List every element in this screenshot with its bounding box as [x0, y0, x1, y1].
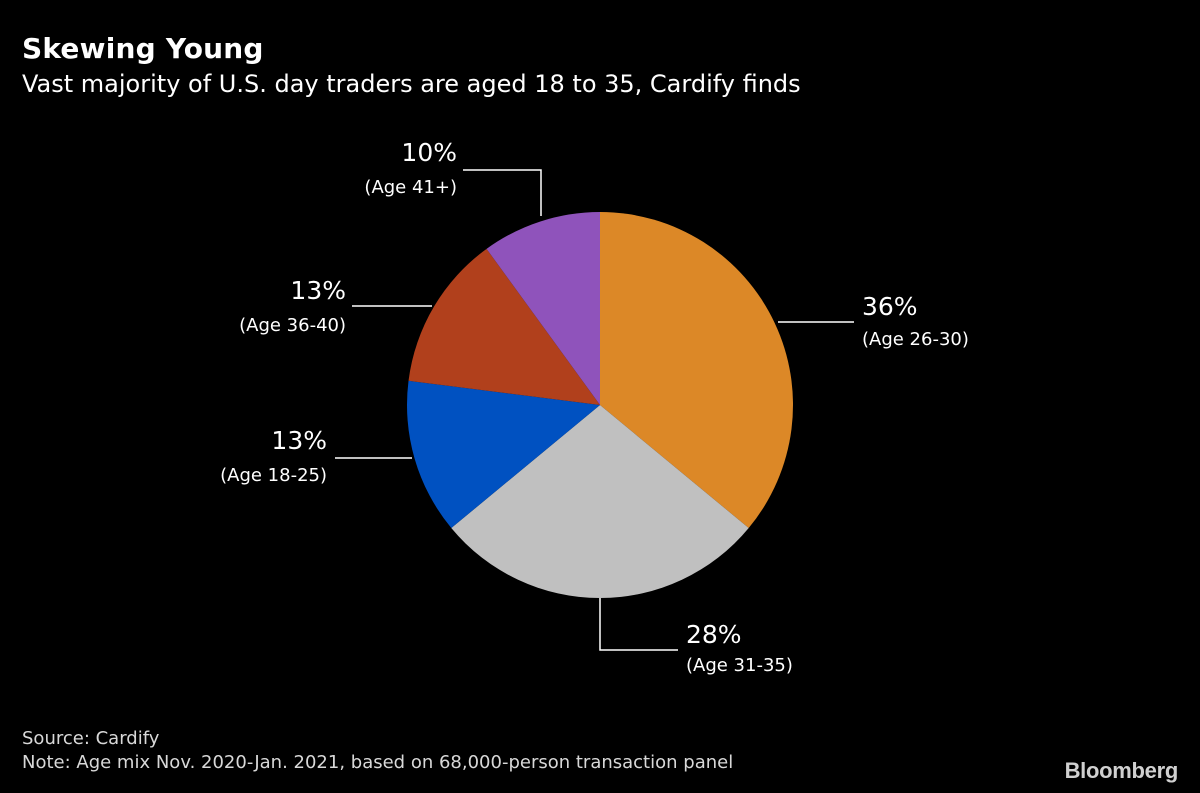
slice-value-label: 28%	[686, 620, 742, 649]
slice-category-label: (Age 41+)	[364, 177, 457, 198]
slice-labels: 36% (Age 26-30) 28% (Age 31-35) 13% (Age…	[220, 138, 969, 676]
pie-slice	[600, 212, 793, 529]
leader-line	[463, 169, 542, 216]
slice-category-label: (Age 31-35)	[686, 655, 793, 676]
slice-value-label: 13%	[290, 276, 346, 305]
pie-slice	[451, 405, 749, 598]
chart-subtitle: Vast majority of U.S. day traders are ag…	[22, 70, 801, 98]
slice-category-label: (Age 36-40)	[239, 315, 346, 336]
source-note: Source: Cardify	[22, 728, 160, 749]
pie-slice	[408, 248, 600, 405]
slice-value-label: 36%	[862, 292, 918, 321]
pie-slice	[486, 212, 600, 405]
leader-line	[599, 598, 678, 651]
slice-value-label: 13%	[271, 426, 327, 455]
slice-category-label: (Age 18-25)	[220, 465, 327, 486]
footnote: Note: Age mix Nov. 2020-Jan. 2021, based…	[22, 752, 734, 773]
chart-title: Skewing Young	[22, 32, 264, 65]
bloomberg-logo: Bloomberg	[1064, 758, 1179, 783]
slice-value-label: 10%	[401, 138, 457, 167]
pie-slices	[406, 212, 793, 598]
pie-slice	[406, 380, 600, 529]
leader-lines	[335, 169, 854, 651]
slice-category-label: (Age 26-30)	[862, 329, 969, 350]
